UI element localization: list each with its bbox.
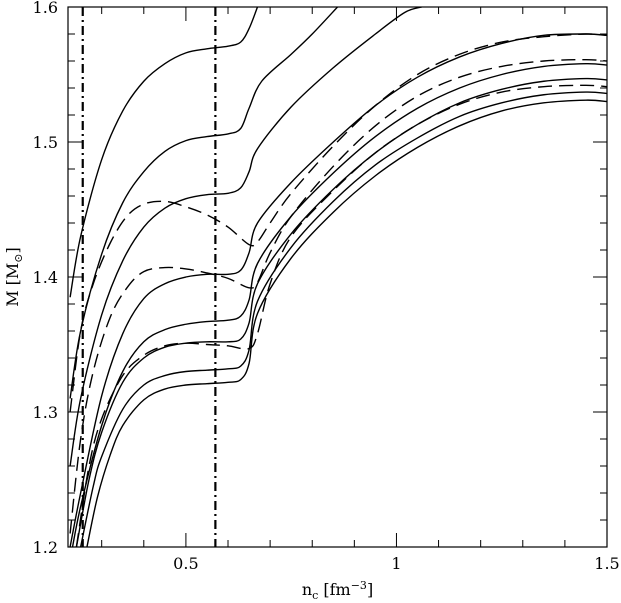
x-axis-label-rest: [fm bbox=[318, 580, 350, 599]
y-tick-label: 1.5 bbox=[33, 133, 58, 152]
y-axis-label-sub: ⊙ bbox=[12, 253, 25, 262]
y-tick-label: 1.6 bbox=[33, 0, 58, 17]
solid-series-line-1 bbox=[69, 7, 259, 298]
dashed-series-line-9 bbox=[69, 33, 607, 413]
y-axis-label: M [M⊙] bbox=[3, 247, 25, 307]
x-axis-label: nc [fm−3] bbox=[302, 579, 373, 602]
y-tick-label: 1.4 bbox=[33, 268, 58, 287]
dashed-series-line-10 bbox=[69, 58, 607, 534]
solid-series-line-6 bbox=[75, 77, 607, 547]
x-tick-label: 0.5 bbox=[173, 554, 198, 573]
solid-series-line-2 bbox=[69, 7, 339, 399]
x-tick-label: 1.5 bbox=[594, 554, 619, 573]
vertical-lines bbox=[81, 7, 217, 547]
y-axis-label-main: M [M bbox=[3, 263, 22, 307]
y-tick-label: 1.3 bbox=[33, 403, 58, 422]
x-tick-label: 1 bbox=[391, 554, 401, 573]
x-axis-label-sup: −3 bbox=[351, 579, 367, 592]
solid-series-line-5 bbox=[71, 62, 607, 547]
tick-labels: 0.5 1 1.5 1.2 1.3 1.4 1.5 1.6 bbox=[33, 0, 620, 573]
solid-series-line-7 bbox=[79, 91, 607, 547]
plot-frame bbox=[67, 6, 608, 548]
y-tick-label: 1.2 bbox=[33, 538, 58, 557]
x-axis-label-end: ] bbox=[367, 580, 373, 599]
solid-series-line-4 bbox=[69, 33, 607, 547]
series-group bbox=[69, 7, 607, 547]
solid-series-line-3 bbox=[69, 7, 422, 467]
y-axis-label-end: ] bbox=[3, 247, 22, 253]
dashed-series-line-11 bbox=[75, 84, 607, 547]
x-axis-label-main: n bbox=[302, 580, 312, 599]
solid-series-line-8 bbox=[86, 99, 607, 547]
x-axis-label-sub: c bbox=[312, 589, 318, 602]
